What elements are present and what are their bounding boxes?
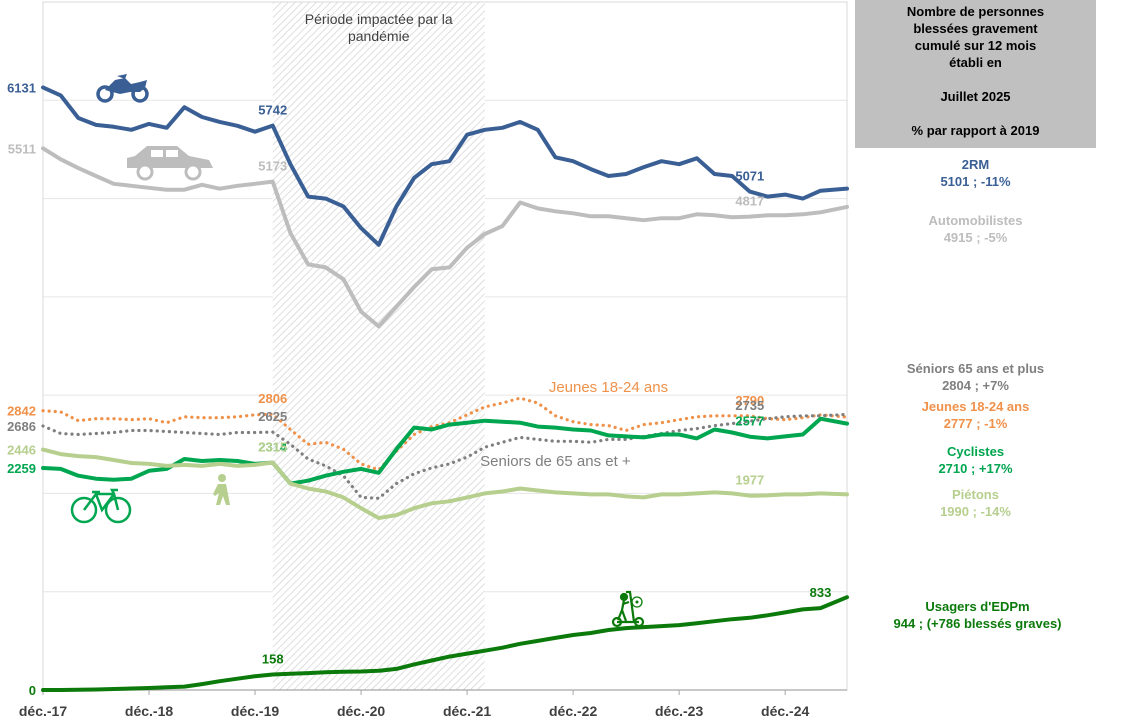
series-line-usagers-d-edpm (41, 595, 849, 692)
inline-label-seniors-de-65-ans-et: Seniors de 65 ans et + (480, 453, 631, 470)
pandemic-annotation-line: Période impactée par la (305, 11, 453, 27)
legend-name: Jeunes 18-24 ans (921, 399, 1030, 414)
data-label-automobilistes: 5511 (8, 141, 36, 156)
data-label-2rm: 5742 (258, 103, 287, 118)
legend-entry-seniors: Séniors 65 ans et plus 2804 ; +7% (855, 360, 1096, 394)
data-label-cyclistes: 2577 (735, 414, 764, 429)
data-label-automobilistes: 5173 (258, 159, 287, 174)
chart-axes (42, 1, 848, 691)
x-tick-label: déc.-20 (337, 703, 385, 719)
inline-label-jeunes-18-24-ans: Jeunes 18-24 ans (549, 379, 668, 396)
data-label-jeunes-18-24-ans: 2790 (735, 393, 764, 408)
data-label-pietons: 1977 (735, 473, 764, 488)
legend-name: Piétons (952, 487, 999, 502)
pandemic-annotation-line: pandémie (348, 28, 410, 44)
series-line-2rm (41, 85, 849, 247)
series-line-pietons (41, 447, 849, 520)
inline-series-labels: Jeunes 18-24 ans Seniors de 65 ans et + (480, 379, 668, 470)
pedestrian-icon (213, 474, 230, 505)
data-label-jeunes-18-24-ans: 2842 (7, 404, 36, 419)
series-line-jeunes-18-24-ans (41, 396, 849, 472)
x-tick-label: déc.-23 (655, 703, 703, 719)
legend-value: 4915 ; -5% (943, 230, 1008, 245)
x-tick-label: déc.-24 (761, 703, 809, 719)
data-label-pietons: 2446 (7, 443, 36, 458)
legend-name: Cyclistes (946, 444, 1005, 459)
legend-name: Séniors 65 ans et plus (906, 361, 1045, 376)
legend-entry-pietons: Piétons 1990 ; -14% (855, 486, 1096, 520)
data-label-2rm: 6131 (7, 80, 36, 95)
legend-value: 5101 ; -11% (940, 174, 1011, 189)
pandemic-period-band (272, 2, 485, 690)
data-label-2rm: 5071 (735, 169, 764, 184)
series-lines (41, 85, 849, 692)
scooter-icon (611, 590, 645, 628)
data-label-seniors-65-ans-et-plus: 2735 (735, 398, 764, 413)
bicycle-icon (70, 488, 132, 524)
legend-value: 944 ; (+786 blessés graves) (893, 616, 1062, 631)
legend-entry-edpm: Usagers d'EDPm 944 ; (+786 blessés grave… (845, 598, 1110, 632)
data-label-automobilistes: 4817 (735, 194, 764, 209)
data-label-cyclistes: 2259 (7, 461, 36, 476)
data-label-usagers-d-edpm: 158 (262, 651, 284, 666)
data-label-seniors-65-ans-et-plus: 2686 (7, 419, 36, 434)
car-icon (127, 146, 213, 181)
legend-value: 1990 ; -14% (940, 504, 1011, 519)
data-label-usagers-d-edpm: 0 (29, 683, 36, 698)
legend-name: Automobilistes (928, 213, 1023, 228)
legend-entry-2rm: 2RM 5101 ; -11% (855, 156, 1096, 190)
data-label-jeunes-18-24-ans: 2806 (258, 391, 287, 406)
legend-name: 2RM (961, 157, 990, 172)
series-line-seniors-65-ans-et-plus (41, 412, 849, 500)
legend-entry-automobilistes: Automobilistes 4915 ; -5% (855, 212, 1096, 246)
data-label-usagers-d-edpm: 833 (810, 585, 832, 600)
motorcycle-icon (96, 74, 149, 103)
legend-entry-cyclistes: Cyclistes 2710 ; +17% (855, 443, 1096, 477)
x-tick-label: déc.-17 (19, 703, 67, 719)
info-panel (855, 0, 1096, 148)
data-label-seniors-65-ans-et-plus: 2625 (258, 409, 287, 424)
legend-name: Usagers d'EDPm (925, 599, 1030, 614)
legend-value: 2777 ; -1% (943, 416, 1008, 431)
x-tick-label: déc.-22 (549, 703, 597, 719)
data-label-pietons: 2315 (258, 439, 287, 454)
legend-value: 2710 ; +17% (938, 461, 1013, 476)
info-panel-text: Nombre de personnes blessées gravement c… (906, 4, 1045, 138)
legend-value: 2804 ; +7% (942, 378, 1009, 393)
x-tick-label: déc.-18 (125, 703, 173, 719)
x-tick-label: déc.-19 (231, 703, 279, 719)
data-label-cyclistes: 2314 (258, 440, 288, 455)
data-labels: 6131 5742 5071 5511 5173 4817 2842 2806 2790 2686… (7, 80, 831, 698)
series-line-automobilistes (41, 146, 849, 329)
legend-entry-jeunes: Jeunes 18-24 ans 2777 ; -1% (855, 398, 1096, 432)
x-tick-label: déc.-21 (443, 703, 491, 719)
x-axis-tick-labels: déc.-17 déc.-18 déc.-19 déc.-20 déc.-21 déc.-… (19, 690, 809, 719)
